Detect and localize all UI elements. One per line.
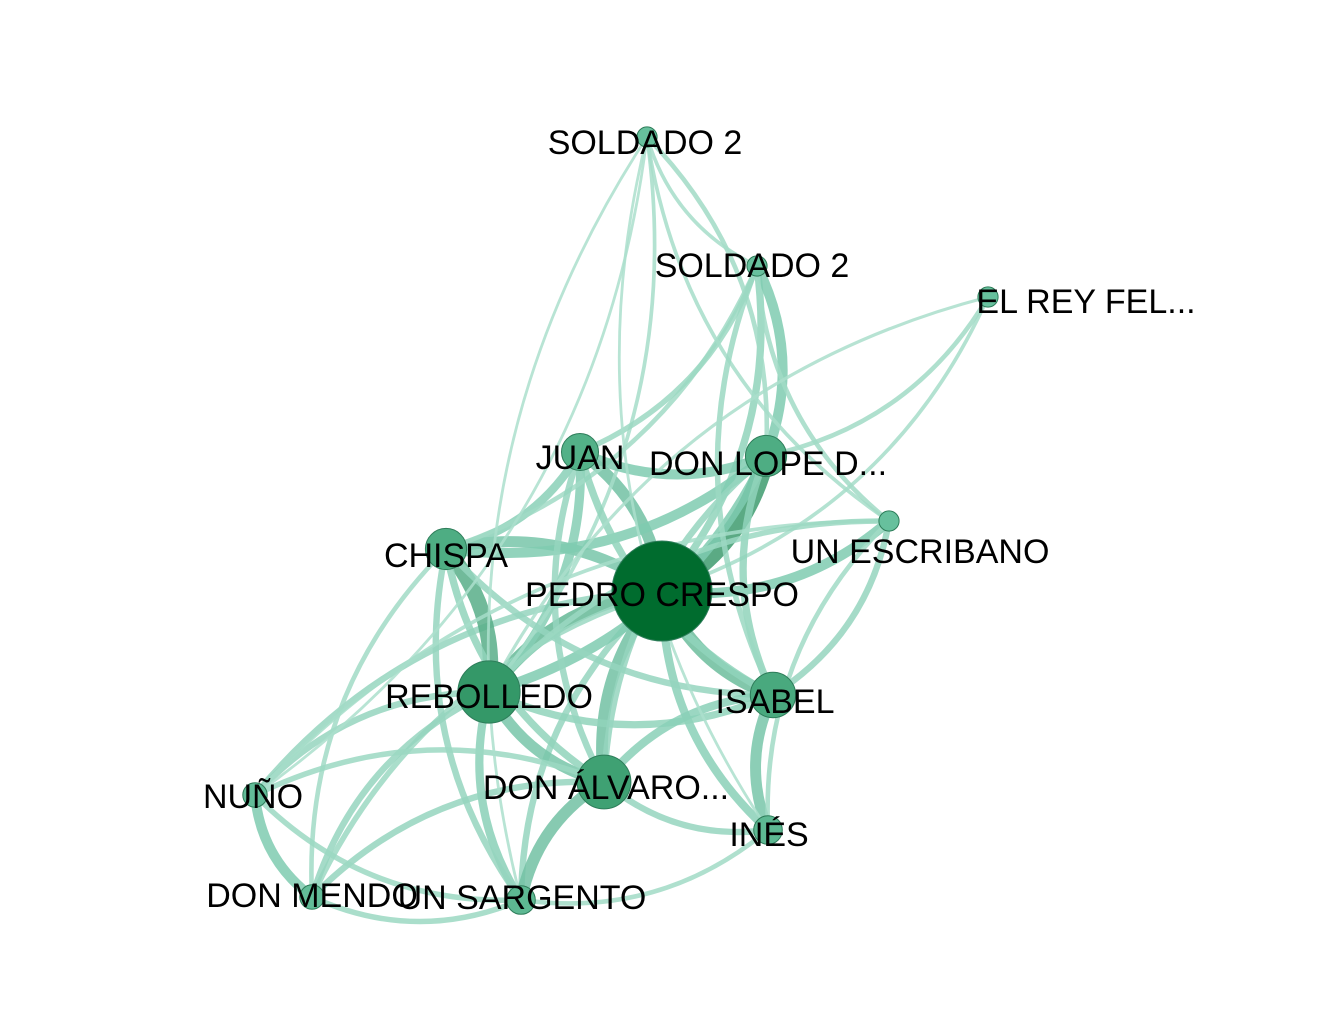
edge-alvaro-mendo [308, 778, 608, 901]
node-label-soldado2b: SOLDADO 2 [655, 247, 850, 285]
node-label-escribano: UN ESCRIBANO [791, 533, 1050, 571]
edge-nuno-sargento [252, 792, 524, 904]
node-label-sargento: UN SARGENTO [398, 879, 647, 917]
node-rey[interactable] [977, 286, 999, 308]
edge-rey-rebolledo [487, 295, 990, 694]
node-label-soldado2a: SOLDADO 2 [548, 124, 743, 162]
edge-pedro-rey [660, 295, 990, 593]
edge-rebolledo-mendo [308, 688, 493, 901]
node-sargento[interactable] [506, 885, 536, 915]
node-label-mendo: DON MENDO [206, 877, 418, 915]
node-label-rebolledo: REBOLLEDO [385, 678, 593, 716]
edge-lope-rey [763, 294, 991, 459]
node-label-lope: DON LOPE D... [649, 445, 887, 483]
edge-isabel-escribano [769, 517, 893, 699]
labels-layer: PEDRO CRESPO REBOLLEDO CHISPA JUAN DON LOPE … [203, 124, 1196, 917]
node-escribano[interactable] [878, 510, 900, 532]
edge-chispa-isabel [442, 545, 777, 699]
edge-juan-alvaro [551, 448, 608, 786]
edge-nuno-mendo [250, 790, 317, 902]
node-mendo[interactable] [299, 884, 325, 910]
nodes-layer [242, 126, 999, 915]
edge-soldado2b-escribano [754, 263, 892, 524]
node-label-pedro: PEDRO CRESPO [525, 576, 799, 614]
node-label-alvaro: DON ÁLVARO... [483, 769, 729, 807]
node-label-chispa: CHISPA [384, 537, 508, 575]
edge-escribano-nuno [253, 519, 891, 797]
node-label-rey: EL REY FEL... [976, 283, 1195, 321]
node-isabel[interactable] [749, 671, 797, 719]
edge-alvaro-nuno [252, 747, 607, 798]
edge-juan-lope [575, 447, 771, 480]
edge-pedro-mendo [309, 588, 665, 900]
node-label-ines: INÉS [729, 816, 808, 854]
node-label-nuno: NUÑO [203, 778, 303, 816]
edge-soldado2b-isabel [714, 263, 776, 698]
edge-soldado2a-sargento [486, 135, 649, 902]
node-rebolledo[interactable] [457, 660, 521, 724]
node-label-isabel: ISABEL [715, 683, 834, 721]
edge-soldado2a-escribano [645, 135, 891, 523]
node-ines[interactable] [753, 815, 783, 845]
node-lope[interactable] [744, 434, 788, 478]
edge-soldado2a-soldado2b [645, 135, 759, 268]
node-pedro[interactable] [611, 540, 713, 642]
node-alvaro[interactable] [576, 754, 632, 810]
edge-lope-soldado2a [644, 134, 770, 459]
edge-rebolledo-isabel [485, 688, 777, 729]
node-label-juan: JUAN [536, 439, 625, 477]
node-soldado2a[interactable] [636, 126, 658, 148]
edge-sargento-ines [518, 827, 771, 906]
edge-chispa-sargento [432, 545, 525, 904]
edge-mendo-sargento [309, 894, 524, 925]
node-juan[interactable] [561, 433, 599, 471]
node-nuno[interactable] [242, 782, 268, 808]
edge-rebolledo-soldado2a [487, 135, 657, 694]
edge-lope-soldado2b [752, 261, 788, 461]
node-soldado2b[interactable] [746, 255, 768, 277]
node-chispa[interactable] [424, 527, 468, 571]
edge-escribano-ines [765, 518, 892, 833]
